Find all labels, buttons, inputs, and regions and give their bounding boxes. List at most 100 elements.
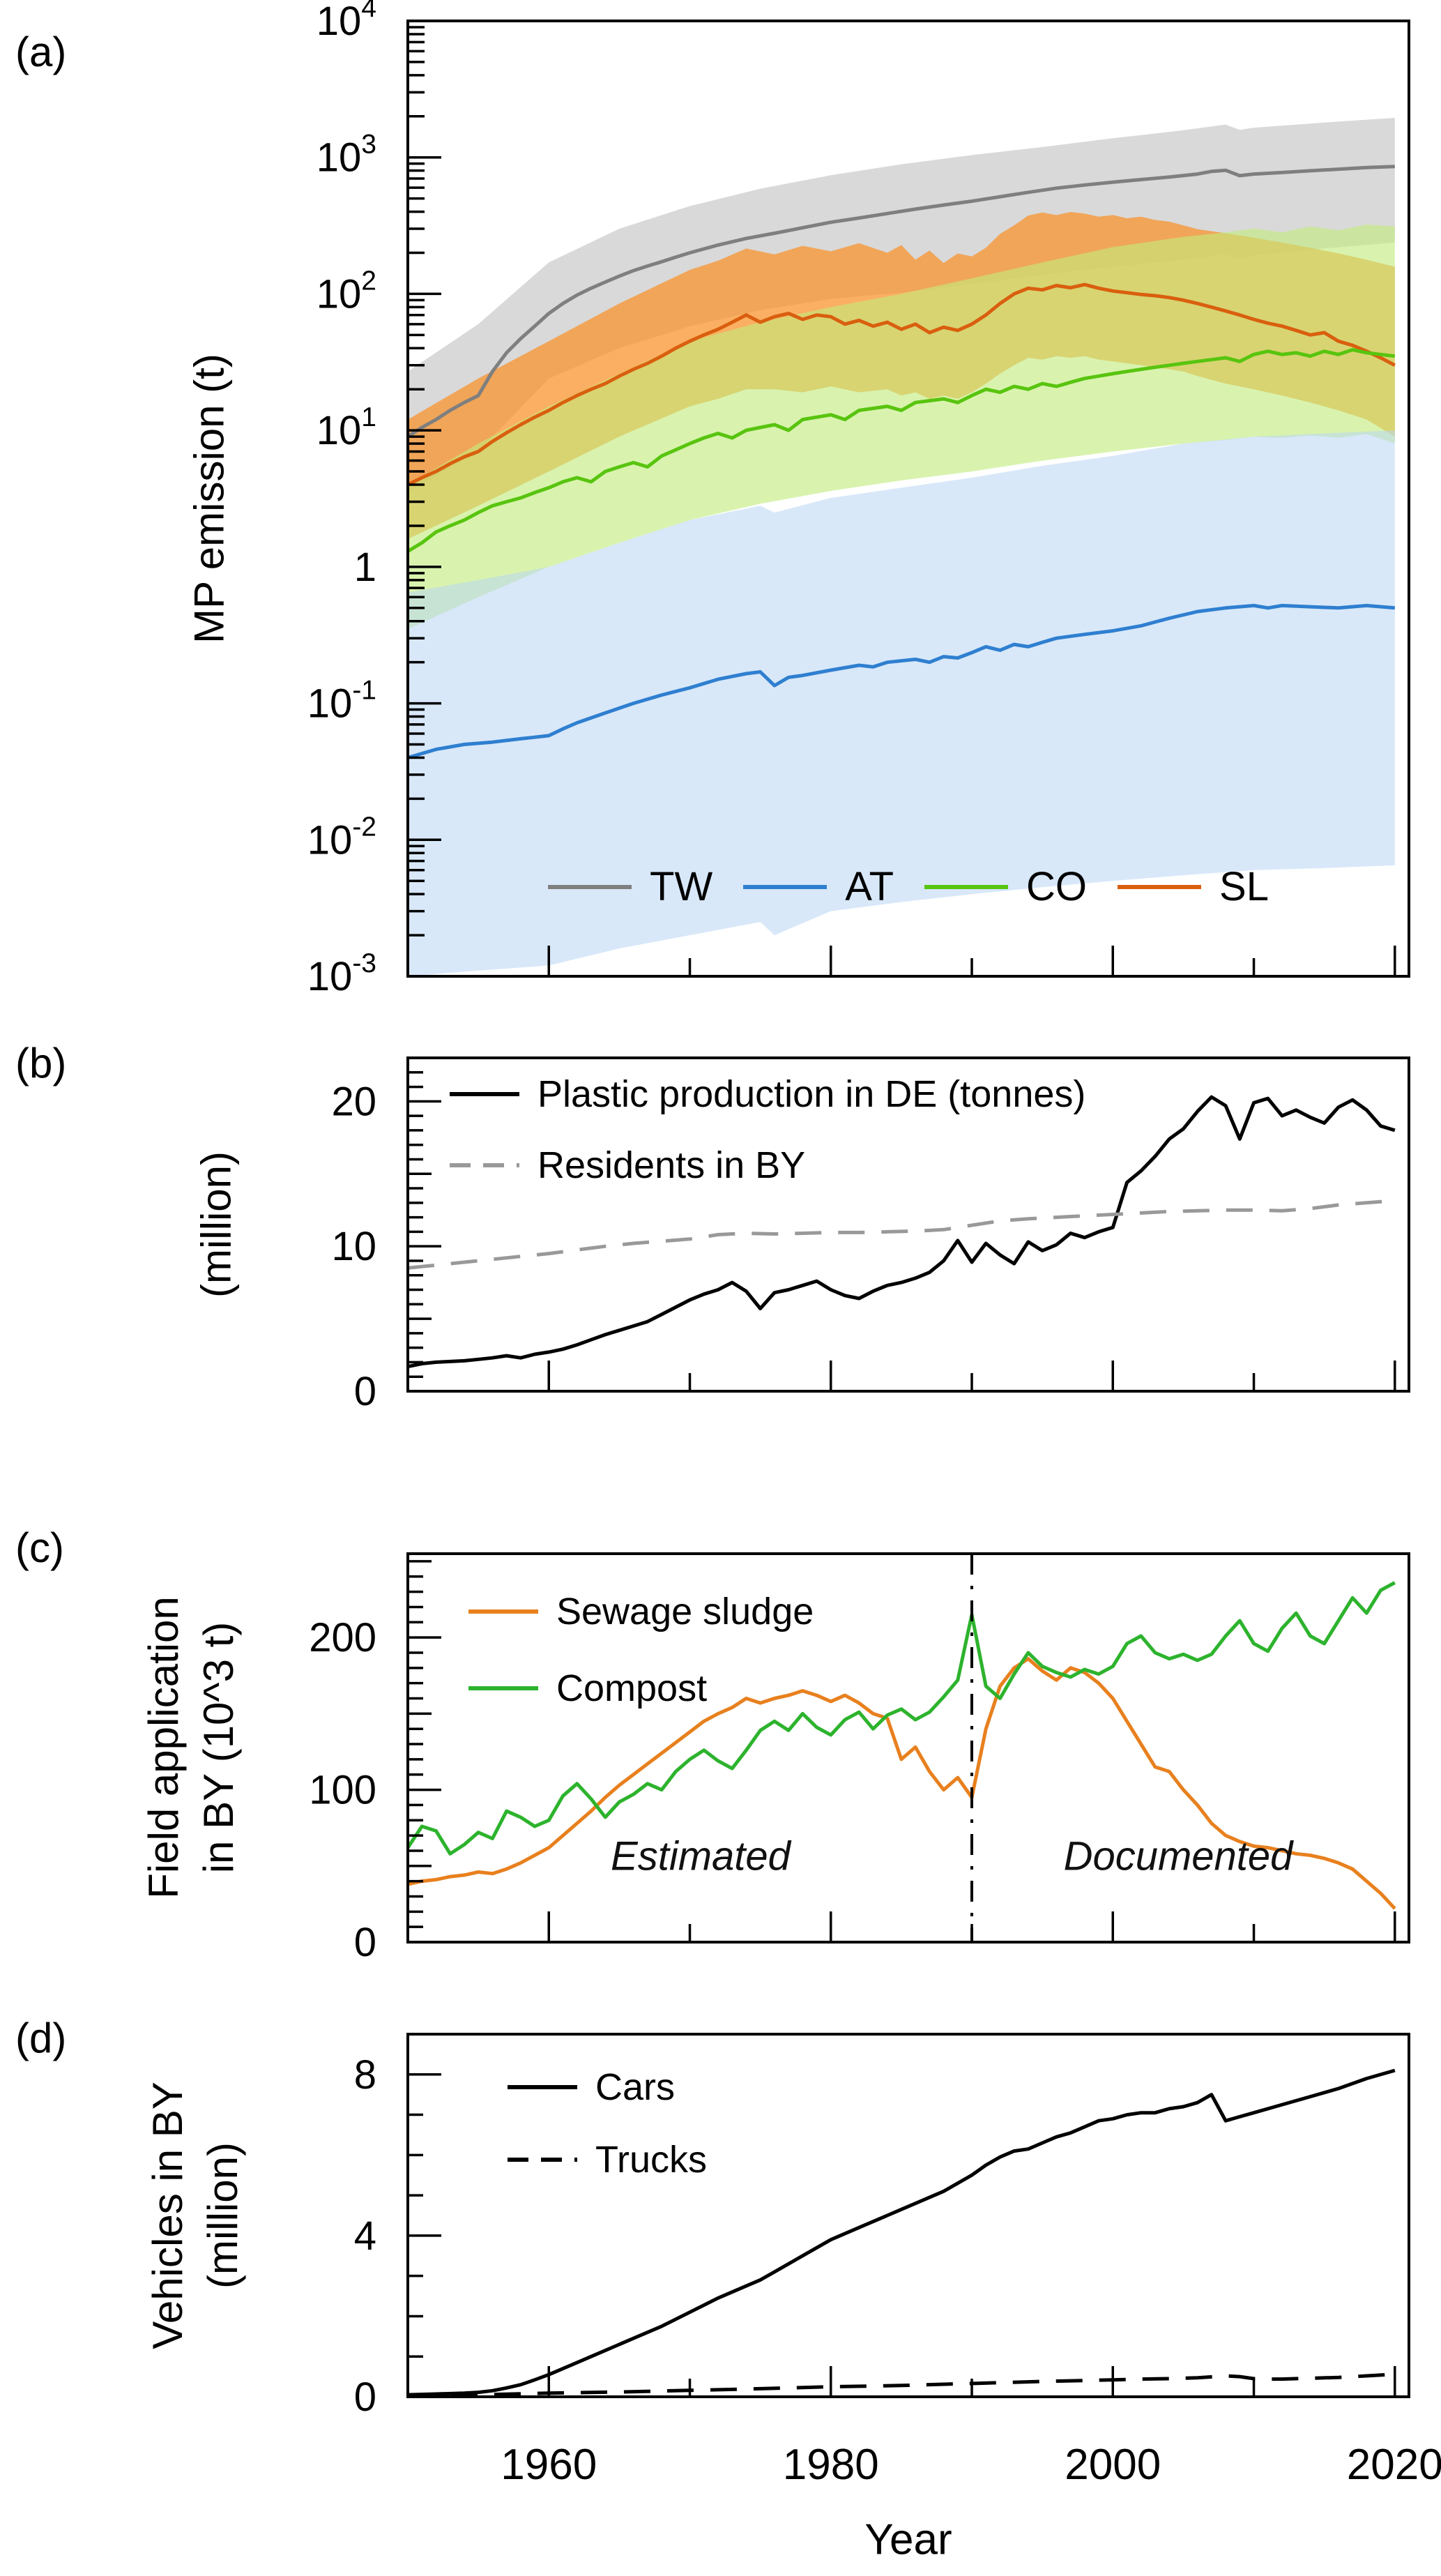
trucks-line — [408, 2372, 1395, 2397]
legend-item-co: CO — [924, 863, 1087, 910]
legend-label-co: CO — [1026, 864, 1088, 909]
plastic-line-swatch — [450, 1092, 519, 1096]
ticks-c — [408, 1560, 1396, 1944]
svg-text:2020: 2020 — [1347, 2441, 1441, 2489]
legend-panel-b: Plastic production in DE (tonnes) Reside… — [450, 1073, 1085, 1187]
co-line-swatch — [924, 884, 1009, 889]
tw-line — [408, 165, 1395, 439]
svg-text:10-2: 10-2 — [307, 812, 376, 863]
ticks-d — [408, 2033, 1396, 2398]
compost-line-swatch — [468, 1686, 538, 1690]
panel-label-b: (b) — [15, 1040, 67, 1086]
svg-text:100: 100 — [309, 1768, 376, 1813]
sewage-sludge-line — [408, 1657, 1396, 1910]
at-band — [408, 430, 1395, 976]
sludge-line-swatch — [468, 1609, 538, 1614]
legend-label-residents: Residents in BY — [537, 1144, 806, 1186]
legend-label-sl: SL — [1219, 864, 1269, 909]
y-axis-title-d: Vehicles in BY (million) — [140, 2082, 250, 2349]
annotation-estimated: Estimated — [611, 1833, 791, 1879]
plot-area-d — [408, 2068, 1396, 2397]
legend-item-cars: Cars — [508, 2066, 707, 2109]
legend-item-tw: TW — [548, 863, 712, 910]
panel-label-a: (a) — [15, 29, 67, 75]
cars-line-swatch — [508, 2085, 577, 2089]
svg-text:1: 1 — [354, 545, 376, 590]
svg-text:200: 200 — [309, 1615, 376, 1660]
legend-panel-a: TW AT CO SL — [408, 863, 1409, 910]
panel-frame-d — [406, 2033, 1410, 2398]
y-tick-labels-a: 104 103 102 101 1 10-1 10-2 10-3 — [307, 0, 376, 999]
legend-label-tw: TW — [650, 864, 713, 909]
svg-text:1960: 1960 — [501, 2441, 597, 2489]
svg-text:20: 20 — [331, 1079, 376, 1124]
legend-label-trucks: Trucks — [595, 2139, 707, 2181]
annotation-documented: Documented — [1063, 1833, 1293, 1879]
x-axis-title: Year — [864, 2515, 952, 2564]
svg-text:1980: 1980 — [783, 2441, 879, 2489]
legend-item-sludge: Sewage sludge — [468, 1590, 814, 1633]
y-axis-title-c-line1: Field application — [139, 1596, 187, 1899]
residents-line-swatch — [450, 1163, 519, 1167]
cars-line — [408, 2068, 1396, 2397]
plot-area-c — [408, 1581, 1396, 1910]
plot-area-b — [408, 1095, 1396, 1369]
legend-label-sludge: Sewage sludge — [556, 1591, 814, 1632]
y-tick-labels-c: 0 100 200 — [309, 1615, 376, 1965]
plot-area-a — [408, 118, 1396, 976]
x-tick-labels: 1960 1980 2000 2020 — [501, 2441, 1441, 2489]
svg-text:101: 101 — [317, 402, 376, 453]
panel-label-d: (d) — [15, 2015, 67, 2061]
residents-in-by-line — [408, 1199, 1395, 1270]
ticks-a — [408, 20, 1396, 978]
at-line — [408, 603, 1396, 759]
sl-line — [408, 282, 1396, 487]
ticks-b — [408, 1056, 1396, 1393]
y-axis-title-c-line2: in BY (10^3 t) — [195, 1621, 242, 1874]
svg-text:102: 102 — [317, 266, 376, 317]
tw-band — [408, 118, 1395, 493]
legend-label-compost: Compost — [556, 1667, 708, 1709]
legend-label-cars: Cars — [595, 2066, 676, 2108]
plastic-production-in-de-tonnes--line — [408, 1095, 1396, 1369]
svg-text:10-1: 10-1 — [307, 676, 376, 727]
panel-frame-a — [406, 20, 1410, 978]
sl-line-swatch — [1118, 884, 1202, 889]
svg-text:103: 103 — [317, 130, 376, 181]
legend-item-compost: Compost — [468, 1667, 814, 1710]
trucks-line-swatch — [508, 2158, 577, 2162]
svg-text:104: 104 — [317, 0, 376, 44]
panel-frame-c — [406, 1552, 1410, 1944]
svg-text:4: 4 — [354, 2213, 376, 2259]
legend-item-sl: SL — [1118, 863, 1269, 910]
co-line — [408, 348, 1396, 553]
tw-line-swatch — [548, 884, 632, 889]
legend-item-at: AT — [743, 863, 894, 910]
y-axis-title-c: Field application in BY (10^3 t) — [136, 1596, 246, 1899]
compost-line — [408, 1581, 1396, 1856]
svg-text:8: 8 — [354, 2052, 376, 2098]
legend-panel-c: Sewage sludge Compost — [468, 1590, 814, 1710]
y-axis-title-b: (million) — [192, 1151, 240, 1298]
legend-item-trucks: Trucks — [508, 2138, 707, 2181]
svg-text:2000: 2000 — [1065, 2441, 1161, 2489]
svg-text:0: 0 — [354, 2374, 376, 2420]
panel-label-c: (c) — [15, 1524, 64, 1571]
y-tick-labels-b: 0 10 20 — [331, 1079, 376, 1414]
y-tick-labels-d: 0 4 8 — [354, 2052, 376, 2420]
y-axis-title-d-line2: (million) — [199, 2142, 246, 2289]
legend-label-at: AT — [845, 864, 894, 909]
y-axis-title-a: MP emission (t) — [185, 354, 233, 644]
svg-text:10: 10 — [331, 1224, 376, 1269]
panel-frame-b — [406, 1056, 1410, 1393]
y-axis-title-d-line1: Vehicles in BY — [144, 2082, 191, 2349]
legend-item-residents: Residents in BY — [450, 1144, 1085, 1187]
co-band — [408, 225, 1395, 630]
legend-panel-d: Cars Trucks — [508, 2066, 707, 2181]
legend-label-plastic: Plastic production in DE (tonnes) — [537, 1073, 1086, 1115]
legend-item-plastic: Plastic production in DE (tonnes) — [450, 1073, 1085, 1116]
at-line-swatch — [743, 884, 828, 889]
svg-text:0: 0 — [354, 1369, 376, 1414]
svg-text:0: 0 — [354, 1920, 376, 1965]
